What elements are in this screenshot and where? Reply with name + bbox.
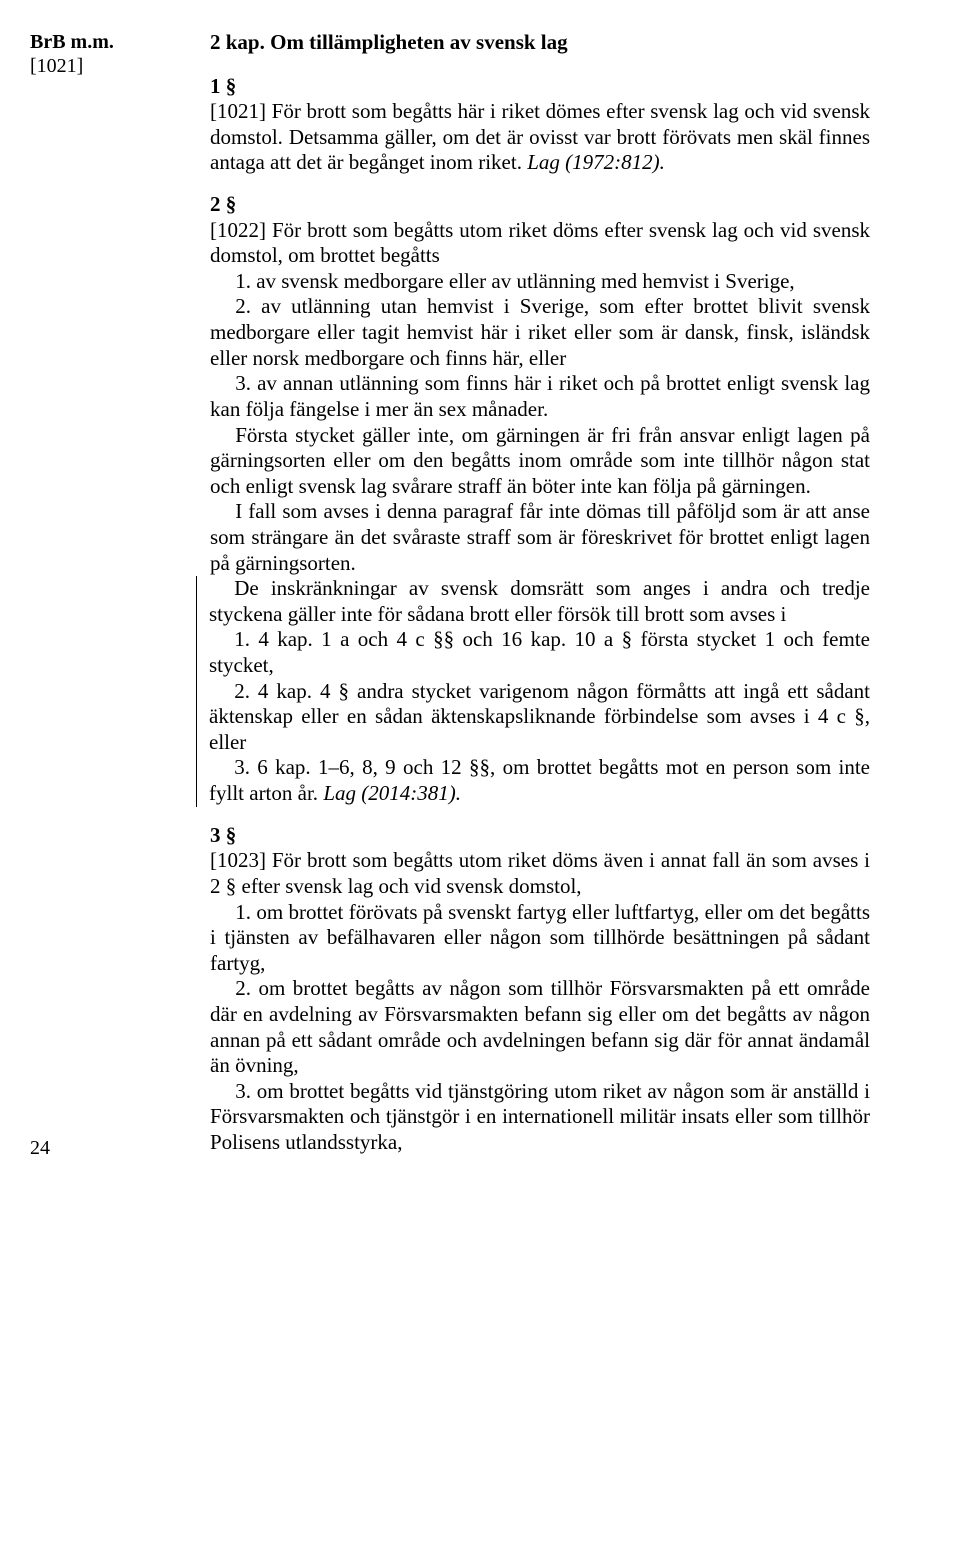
margin-header: BrB m.m. bbox=[30, 30, 114, 54]
section-3-li3: 3. om brottet begåtts vid tjänstgöring u… bbox=[210, 1079, 870, 1156]
section-2-li1: 1. av svensk medborgare eller av utlänni… bbox=[210, 269, 870, 295]
section-3-head: 3 § bbox=[210, 823, 870, 849]
section-2-head: 2 § bbox=[210, 192, 870, 218]
page-number: 24 bbox=[30, 1136, 50, 1160]
section-2-amendment-block: De inskränkningar av svensk domsrätt som… bbox=[196, 576, 870, 806]
section-2-p2: Första stycket gäller inte, om gärningen… bbox=[210, 423, 870, 500]
section-3-li2: 2. om brottet begåtts av någon som tillh… bbox=[210, 976, 870, 1078]
section-2-bli3: 3. 6 kap. 1–6, 8, 9 och 12 §§, om brotte… bbox=[209, 755, 870, 806]
section-2-bli3-text: 3. 6 kap. 1–6, 8, 9 och 12 §§, om brotte… bbox=[209, 755, 870, 805]
section-1-head: 1 § bbox=[210, 74, 870, 100]
section-1-law: Lag (1972:812). bbox=[527, 150, 665, 174]
section-2-p3: I fall som avses i denna paragraf får in… bbox=[210, 499, 870, 576]
margin-header-block: BrB m.m. [1021] bbox=[30, 30, 114, 79]
section-3-p1: [1023] För brott som begåtts utom riket … bbox=[210, 848, 870, 899]
section-2-li2: 2. av utlänning utan hemvist i Sverige, … bbox=[210, 294, 870, 371]
content-body: 1 § [1021] För brott som begåtts här i r… bbox=[210, 74, 870, 1156]
section-3-li1: 1. om brottet förövats på svenskt fartyg… bbox=[210, 900, 870, 977]
section-1-p1: [1021] För brott som begåtts här i riket… bbox=[210, 99, 870, 176]
section-2-li3: 3. av annan utlänning som finns här i ri… bbox=[210, 371, 870, 422]
section-2-bli3-law: Lag (2014:381). bbox=[323, 781, 461, 805]
section-2-p4: De inskränkningar av svensk domsrätt som… bbox=[209, 576, 870, 627]
page: BrB m.m. [1021] 24 2 kap. Om tillämpligh… bbox=[0, 0, 960, 1196]
margin-ref: [1021] bbox=[30, 54, 114, 78]
chapter-title: 2 kap. Om tillämpligheten av svensk lag bbox=[210, 30, 870, 56]
section-2-bli2: 2. 4 kap. 4 § andra stycket varigenom nå… bbox=[209, 679, 870, 756]
section-2-p1: [1022] För brott som begåtts utom riket … bbox=[210, 218, 870, 269]
section-2-bli1: 1. 4 kap. 1 a och 4 c §§ och 16 kap. 10 … bbox=[209, 627, 870, 678]
